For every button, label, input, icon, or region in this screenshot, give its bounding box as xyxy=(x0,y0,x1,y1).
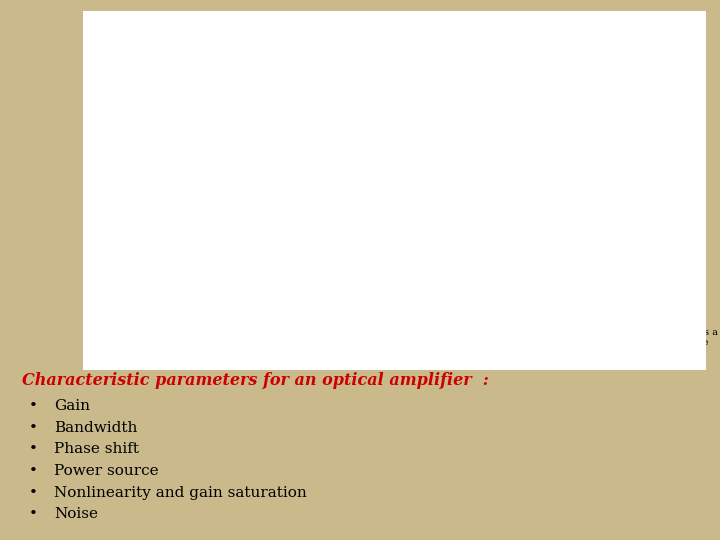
Text: Gain: Gain xyxy=(54,399,90,413)
Text: Gain: Gain xyxy=(352,41,368,49)
Text: •: • xyxy=(29,442,37,456)
Text: Input: Input xyxy=(94,188,113,196)
Text: $\nu$: $\nu$ xyxy=(413,220,418,227)
Text: (b): (b) xyxy=(256,258,268,265)
Text: Output: Output xyxy=(249,183,274,191)
Text: Ideal amplifier: Ideal amplifier xyxy=(148,49,200,56)
Text: Figure 13.0-2: Figure 13.0-2 xyxy=(89,317,163,326)
Text: t: t xyxy=(113,228,115,233)
Text: Phase: Phase xyxy=(387,197,406,202)
Text: •: • xyxy=(29,421,37,435)
Text: (a): (a) xyxy=(256,123,268,131)
Text: •: • xyxy=(29,507,37,521)
Text: •: • xyxy=(29,399,37,413)
Text: Phase shift: Phase shift xyxy=(54,442,139,456)
Text: amplitude: amplitude xyxy=(534,40,570,48)
Text: Output: Output xyxy=(249,49,274,56)
Text: Gain: Gain xyxy=(352,176,368,184)
Text: Phase: Phase xyxy=(378,176,399,184)
Text: $\nu$: $\nu$ xyxy=(413,86,418,93)
Text: Input: Input xyxy=(94,53,113,62)
Text: Input amplitude: Input amplitude xyxy=(562,90,612,95)
Text: $\nu_0$: $\nu_0$ xyxy=(360,224,369,233)
Text: t: t xyxy=(304,228,306,233)
Text: •: • xyxy=(29,464,37,478)
Text: Output: Output xyxy=(540,31,564,39)
Text: (a) An ideal amplifier is linear. It increases the amplitude of signals (whose f: (a) An ideal amplifier is linear. It inc… xyxy=(157,317,718,357)
Text: $\nu_0$: $\nu_0$ xyxy=(360,90,369,99)
Text: t: t xyxy=(304,93,306,98)
Text: Bandwidth: Bandwidth xyxy=(54,421,138,435)
Text: Real amplifier: Real amplifier xyxy=(149,183,199,191)
Text: Noise: Noise xyxy=(54,507,98,521)
Text: Output: Output xyxy=(540,166,564,174)
Text: amplitude: amplitude xyxy=(534,174,570,183)
Text: t: t xyxy=(113,93,115,98)
Text: Input amplitude: Input amplitude xyxy=(562,225,612,230)
Text: Nonlinearity and gain saturation: Nonlinearity and gain saturation xyxy=(54,485,307,500)
Text: Characteristic parameters for an optical amplifier  :: Characteristic parameters for an optical… xyxy=(22,373,488,389)
Text: Phase: Phase xyxy=(378,41,399,49)
Text: •: • xyxy=(29,485,37,500)
Text: Power source: Power source xyxy=(54,464,158,478)
